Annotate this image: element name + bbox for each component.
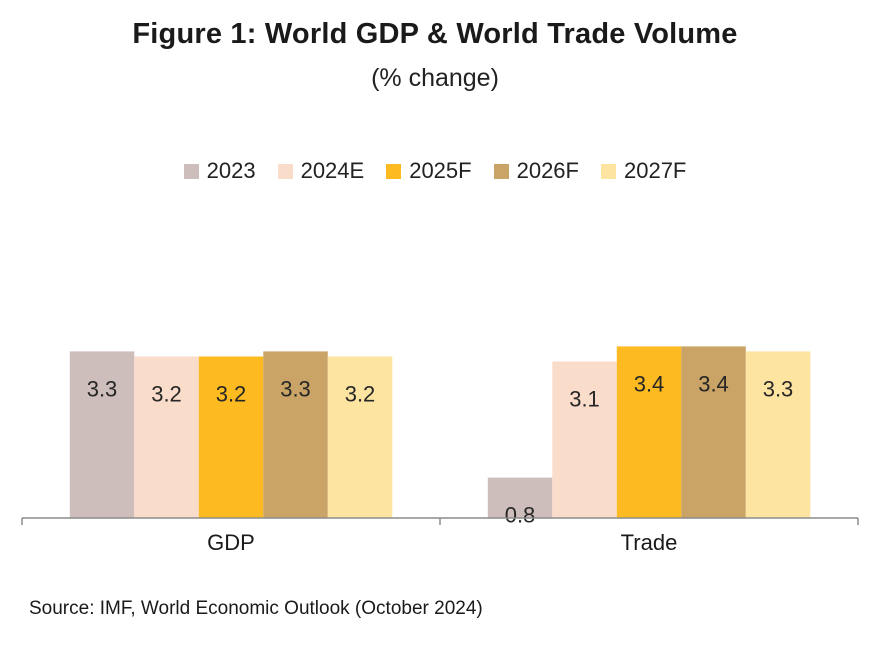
bar-chart: 3.3 3.2 3.2 3.3 3.2 GDP 0.8 3.1 3.4 3.4 3.3 Trade [21,346,859,555]
data-label: 3.3 [87,376,118,401]
bar-trade-2025f [616,346,682,518]
x-tick-label: GDP [207,530,255,555]
bar-trade-2026f [681,346,746,518]
chart-legend: 2023 2024E 2025F 2026F 2027F [0,158,870,184]
bar-gdp-2023 [69,351,135,518]
page-subtitle: (% change) [371,64,499,92]
legend-item-2024e: 2024E [277,158,365,184]
data-label: 3.1 [569,387,600,412]
data-label: 3.4 [634,371,665,396]
data-label: 3.4 [698,371,729,396]
page-title: Figure 1: World GDP & World Trade Volume [132,18,738,50]
legend-item-2025f: 2025F [386,158,472,184]
legend-label: 2026F [516,158,579,183]
legend-label: 2023 [206,158,256,183]
data-label: 3.2 [345,382,376,407]
legend-item-2026f: 2026F [493,158,579,184]
bar-gdp-2026f [263,351,328,518]
legend-swatch [493,163,509,179]
data-label: 3.3 [763,376,794,401]
x-tick-label: Trade [621,530,678,555]
legend-label: 2025F [409,158,472,183]
data-label: 3.3 [280,376,311,401]
bar-gdp-2024e [134,356,199,518]
legend-swatch [600,163,616,179]
legend-swatch [277,163,293,179]
data-label: 3.2 [216,382,247,407]
bar-gdp-2025f [198,356,264,518]
legend-label: 2024E [300,158,365,183]
legend-label: 2027F [623,158,687,183]
bar-gdp-2027f [327,356,393,518]
bar-trade-2023 [487,477,553,518]
data-label: 3.2 [151,382,182,407]
legend-item-2023: 2023 [183,158,256,184]
source-note: Source: IMF, World Economic Outlook (Oct… [29,598,483,619]
legend-swatch [386,163,402,179]
bar-trade-2027f [745,351,811,518]
legend-swatch [183,163,199,179]
data-label: 0.8 [505,503,536,528]
legend-item-2027f: 2027F [600,158,687,184]
bar-trade-2024e [552,361,617,518]
